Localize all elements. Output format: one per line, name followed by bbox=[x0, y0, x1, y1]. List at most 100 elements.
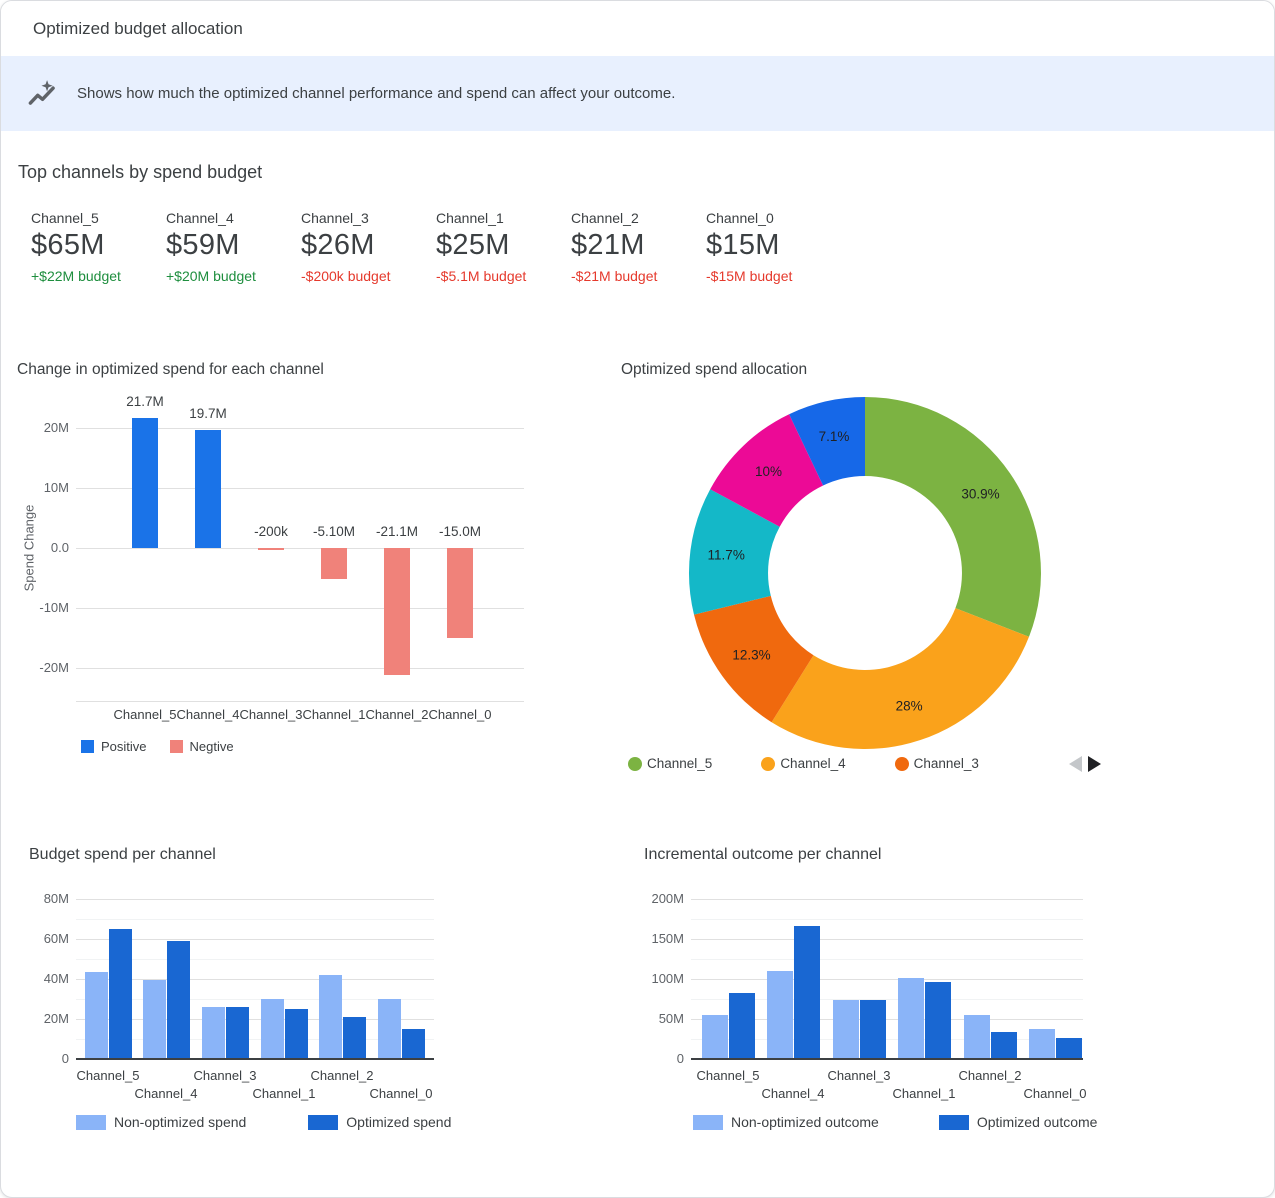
channel-budget-delta: +$20M budget bbox=[166, 268, 256, 284]
page-title: Optimized budget allocation bbox=[33, 18, 243, 38]
donut-slice[interactable] bbox=[865, 397, 1041, 637]
donut-legend-pager bbox=[1069, 756, 1101, 772]
y-axis-tick: 20M bbox=[43, 420, 69, 435]
x-axis-label: Channel_5 bbox=[696, 1068, 760, 1083]
non-optimized-bar-channel_4[interactable] bbox=[142, 980, 166, 1059]
x-axis-label: Channel_3 bbox=[193, 1068, 257, 1083]
non-optimized-bar-channel_3[interactable] bbox=[832, 999, 859, 1059]
non-optimized-bar-channel_3[interactable] bbox=[201, 1006, 225, 1059]
non-optimized-bar-channel_2[interactable] bbox=[963, 1015, 990, 1059]
channel-name: Channel_0 bbox=[706, 210, 774, 226]
non-optimized-bar-channel_5[interactable] bbox=[701, 1015, 728, 1059]
slice-percent-label: 11.7% bbox=[708, 548, 745, 563]
optimized-bar-channel_2[interactable] bbox=[990, 1031, 1017, 1059]
minor-gridline bbox=[691, 919, 1083, 920]
bar-channel_2[interactable] bbox=[384, 548, 410, 675]
chart-title: Change in optimized spend for each chann… bbox=[17, 361, 324, 378]
incremental-outcome-chart: Incremental outcome per channel 200M 150M… bbox=[621, 831, 1181, 1161]
bar-channel_3[interactable] bbox=[258, 548, 284, 550]
y-axis-tick: 0.0 bbox=[50, 540, 69, 555]
donut-slice[interactable] bbox=[789, 397, 865, 486]
minor-gridline bbox=[76, 959, 434, 960]
gridline bbox=[691, 979, 1083, 980]
non-optimized-bar-channel_1[interactable] bbox=[260, 998, 284, 1059]
donut-legend: Channel_5 Channel_4 Channel_3 bbox=[628, 756, 979, 771]
optimized-bar-channel_0[interactable] bbox=[401, 1029, 425, 1059]
gridline bbox=[76, 979, 434, 980]
legend-label: Channel_3 bbox=[913, 756, 979, 771]
x-axis-label: Channel_1 bbox=[302, 707, 366, 722]
x-axis-label: Channel_1 bbox=[252, 1086, 316, 1101]
x-axis-label: Channel_0 bbox=[369, 1086, 433, 1101]
slice-percent-label: 7.1% bbox=[819, 429, 850, 444]
channel-card: Channel_5 $65M +$22M budget bbox=[31, 210, 166, 284]
bar-value-label: 19.7M bbox=[189, 405, 227, 421]
chart-title: Budget spend per channel bbox=[29, 846, 216, 863]
bar-channel_5[interactable] bbox=[132, 417, 158, 548]
x-axis-line bbox=[76, 1058, 434, 1060]
optimized-bar-channel_0[interactable] bbox=[1055, 1038, 1082, 1059]
y-axis-tick: 60M bbox=[43, 931, 69, 946]
y-axis-tick: -10M bbox=[39, 600, 69, 615]
y-axis-tick: 20M bbox=[43, 1011, 69, 1026]
legend-next-arrow-icon[interactable] bbox=[1088, 756, 1101, 772]
y-axis-tick: 200M bbox=[651, 891, 684, 906]
bar-value-label: 21.7M bbox=[126, 393, 164, 409]
channel-spend-value: $25M bbox=[436, 229, 510, 261]
legend-dot bbox=[894, 756, 909, 771]
minor-gridline bbox=[76, 919, 434, 920]
legend-swatch bbox=[693, 1114, 723, 1130]
optimized-bar-channel_3[interactable] bbox=[859, 999, 886, 1059]
non-optimized-bar-channel_0[interactable] bbox=[377, 999, 401, 1059]
bar-channel_0[interactable] bbox=[447, 548, 473, 638]
donut-slice[interactable] bbox=[771, 608, 1029, 750]
x-axis-label: Channel_2 bbox=[310, 1068, 374, 1083]
optimized-bar-channel_3[interactable] bbox=[225, 1007, 249, 1059]
legend-prev-arrow-icon[interactable] bbox=[1069, 756, 1082, 772]
top-channels-heading: Top channels by spend budget bbox=[18, 162, 263, 182]
channel-card: Channel_3 $26M -$200k budget bbox=[301, 210, 436, 284]
donut-svg: 30.9% 28% 12.3% 11.7% 10% 7.1% bbox=[688, 397, 1041, 750]
optimized-bar-channel_4[interactable] bbox=[793, 926, 820, 1059]
donut-slice[interactable] bbox=[710, 414, 824, 527]
non-optimized-bar-channel_4[interactable] bbox=[766, 971, 793, 1059]
optimized-bar-channel_5[interactable] bbox=[108, 929, 132, 1059]
donut-legend-item: Channel_5 bbox=[628, 756, 712, 771]
optimized-bar-channel_4[interactable] bbox=[166, 941, 190, 1059]
x-axis-label: Channel_0 bbox=[1023, 1086, 1087, 1101]
legend-swatch bbox=[76, 1114, 106, 1130]
y-axis-tick: 150M bbox=[651, 931, 684, 946]
optimized-bar-channel_5[interactable] bbox=[728, 993, 755, 1059]
minor-gridline bbox=[691, 1039, 1083, 1040]
channel-card: Channel_1 $25M -$5.1M budget bbox=[436, 210, 571, 284]
optimized-bar-channel_1[interactable] bbox=[284, 1009, 308, 1059]
donut-slice[interactable] bbox=[688, 489, 780, 615]
non-optimized-bar-channel_5[interactable] bbox=[84, 972, 108, 1059]
non-optimized-bar-channel_2[interactable] bbox=[318, 974, 342, 1059]
y-axis-tick: 80M bbox=[43, 891, 69, 906]
donut-slice[interactable] bbox=[694, 595, 814, 723]
bar-value-label: -200k bbox=[254, 524, 288, 539]
minor-gridline bbox=[691, 959, 1083, 960]
optimized-bar-channel_2[interactable] bbox=[342, 1017, 366, 1059]
donut-legend-item: Channel_4 bbox=[761, 756, 846, 771]
gridline bbox=[76, 1019, 434, 1020]
legend-dot bbox=[761, 756, 776, 771]
bar-channel_1[interactable] bbox=[321, 548, 347, 579]
channel-spend-value: $65M bbox=[31, 229, 105, 261]
channel-name: Channel_4 bbox=[166, 210, 234, 226]
legend-label: Optimized spend bbox=[346, 1114, 452, 1130]
non-optimized-bar-channel_0[interactable] bbox=[1028, 1028, 1055, 1059]
spend-allocation-donut-chart: Optimized spend allocation 30.9% 28% 12.3%… bbox=[601, 346, 1161, 791]
panel-header: Optimized budget allocation bbox=[1, 1, 1274, 56]
minor-gridline bbox=[76, 999, 434, 1000]
non-optimized-bar-channel_1[interactable] bbox=[897, 978, 924, 1059]
x-axis-label: Channel_4 bbox=[134, 1086, 198, 1101]
optimized-bar-channel_1[interactable] bbox=[924, 982, 951, 1059]
gridline bbox=[76, 548, 524, 549]
x-axis-label: Channel_5 bbox=[76, 1068, 140, 1083]
budget-spend-chart: Budget spend per channel 80M 60M 40M 20M 0 Ch… bbox=[1, 831, 541, 1161]
bar-channel_4[interactable] bbox=[195, 429, 221, 548]
channel-spend-value: $59M bbox=[166, 229, 240, 261]
slice-percent-label: 30.9% bbox=[961, 486, 999, 501]
